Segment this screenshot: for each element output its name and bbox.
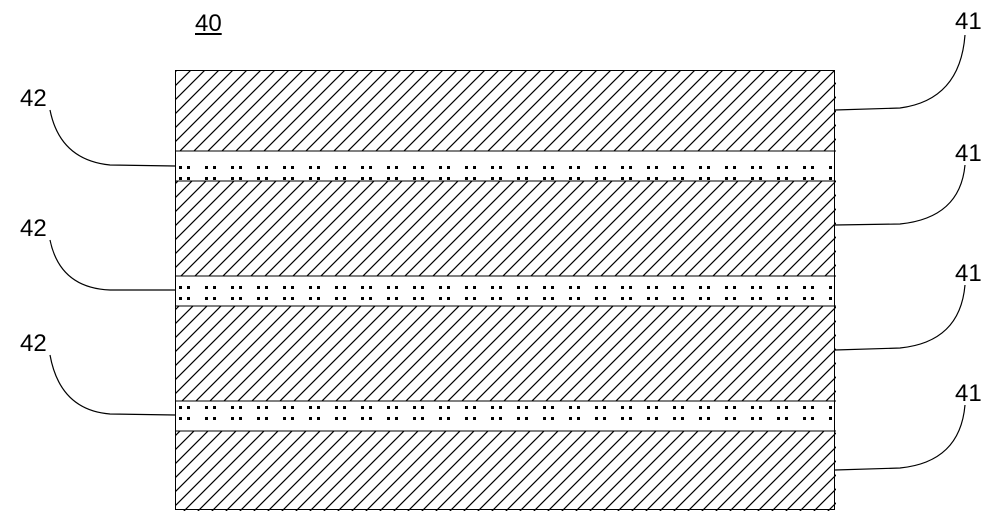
- layer-dots-0: [176, 151, 836, 181]
- callout-41-3: 41: [955, 380, 982, 408]
- layer-hatch-1: [176, 181, 836, 276]
- diagram-container: 40: [0, 0, 1000, 527]
- layer-hatch-0: [176, 71, 836, 151]
- layer-stack: [175, 70, 835, 510]
- callout-41-1: 41: [955, 140, 982, 168]
- layer-hatch-2: [176, 306, 836, 401]
- callout-41-2: 41: [955, 260, 982, 288]
- callout-41-0: 41: [955, 8, 982, 36]
- layer-hatch-3: [176, 431, 836, 511]
- figure-label: 40: [195, 10, 222, 38]
- layer-dots-1: [176, 276, 836, 306]
- stack-svg: [176, 71, 836, 511]
- callout-42-1: 42: [20, 215, 47, 243]
- callout-42-2: 42: [20, 330, 47, 358]
- callout-42-0: 42: [20, 85, 47, 113]
- layer-dots-2: [176, 401, 836, 431]
